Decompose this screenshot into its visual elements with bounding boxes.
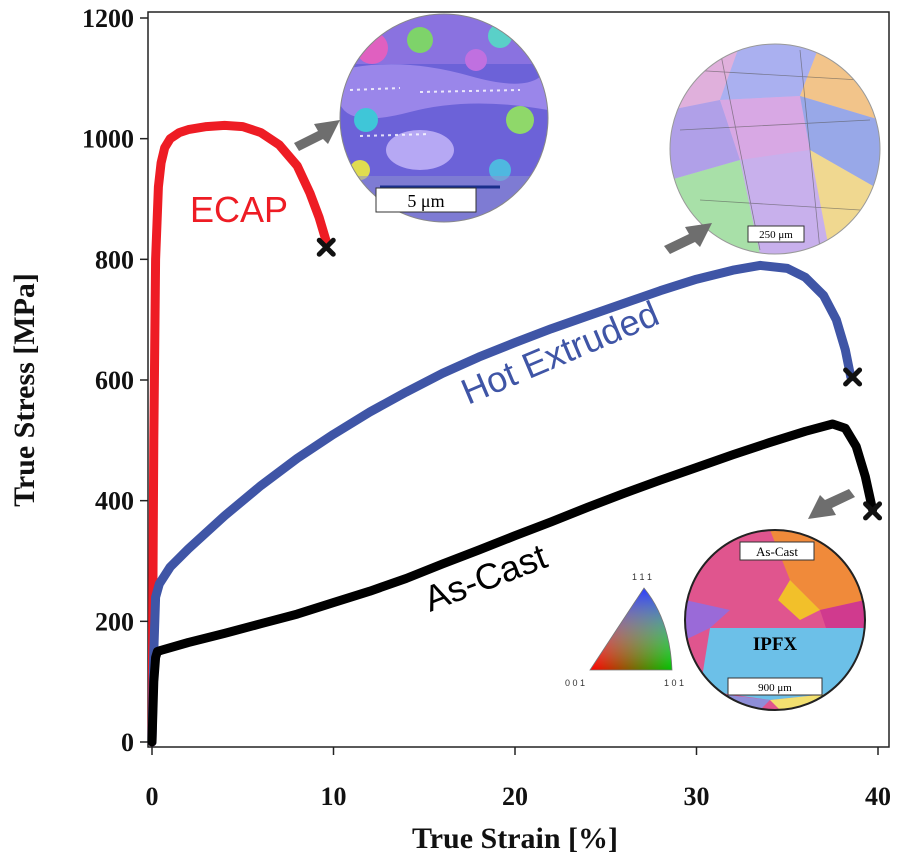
x-tick-label: 0	[146, 782, 159, 811]
fracture-marker-ecap	[316, 237, 336, 257]
fracture-markers	[316, 237, 883, 521]
x-tick-label: 40	[865, 782, 891, 811]
key-label-111: 1 1 1	[632, 572, 652, 582]
as-cast-scale-label: 900 μm	[758, 682, 792, 694]
arrow-to-ecap-icon	[294, 120, 340, 151]
x-tick-label: 10	[321, 782, 347, 811]
ecap-scale-label: 5 μm	[407, 191, 444, 211]
x-axis-title: True Strain [%]	[412, 822, 618, 855]
ipf-color-key: 1 1 1 0 0 1 1 0 1	[565, 572, 684, 688]
key-label-001: 0 0 1	[565, 678, 585, 688]
fracture-marker-as-cast	[863, 501, 883, 521]
y-tick-label: 800	[95, 245, 134, 274]
ipfx-label: IPFX	[753, 634, 798, 655]
series-line-ecap	[147, 120, 331, 747]
y-tick-label: 200	[95, 607, 134, 636]
x-tick-label: 20	[502, 782, 528, 811]
y-tick-label: 1200	[82, 4, 134, 33]
y-tick-label: 1000	[82, 125, 134, 154]
y-axis-ticks: 0 200 400 600 800 1000 1200	[82, 4, 148, 757]
arrow-icons	[294, 120, 855, 519]
as-cast-inset-label: As-Cast	[756, 544, 798, 559]
as-cast-micrograph-inset: As-Cast IPFX 900 μm	[684, 529, 866, 711]
series-line-hot-extruded	[147, 260, 856, 747]
arrow-to-as-cast-icon	[808, 489, 855, 519]
hot-extruded-scale-label: 250 μm	[759, 229, 793, 241]
x-axis-ticks: 0 10 20 30 40	[146, 747, 891, 811]
fracture-marker-hot-extruded	[843, 367, 863, 387]
series-lines	[147, 120, 878, 747]
key-label-101: 1 0 1	[664, 678, 684, 688]
ecap-micrograph-inset: 5 μm	[339, 13, 549, 223]
y-tick-label: 0	[121, 728, 134, 757]
y-tick-label: 600	[95, 366, 134, 395]
y-tick-label: 400	[95, 487, 134, 516]
series-label-ecap: ECAP	[190, 189, 288, 230]
hot-extruded-micrograph-inset: 250 μm	[669, 43, 881, 255]
y-axis-title: True Stress [MPa]	[8, 273, 41, 507]
arrow-to-hot-extruded-icon	[664, 223, 712, 254]
series-line-as-cast	[147, 419, 878, 747]
x-tick-label: 30	[684, 782, 710, 811]
